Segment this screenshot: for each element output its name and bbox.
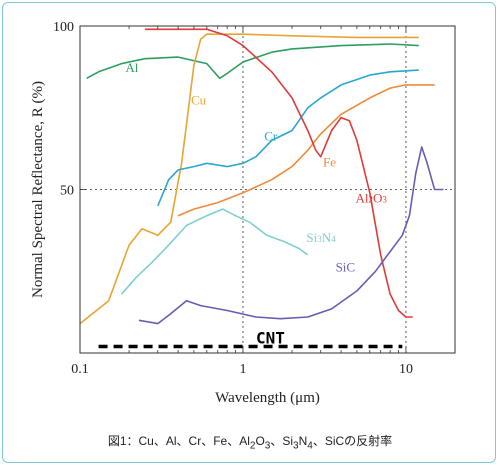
caption-sub: 3 [264,440,271,452]
series-lines [79,28,444,325]
caption-sub: 4 [307,440,313,452]
caption-text: 、SiCの反射率 [312,434,393,448]
series-label-sic: SiC [336,259,356,274]
x-tick-label: 1 [239,362,246,377]
series-line-sic [138,146,444,325]
tick-labels: 0.1 1 10 50 100 [53,20,456,377]
series-line-al [86,43,419,80]
caption-prefix: 図1：Cu、Al、Cr、Fe、Al [107,434,250,448]
x-tick-label: 0.1 [71,362,89,377]
cnt-label: CNT [256,328,285,347]
caption-sub: 3 [293,440,299,452]
series-line-al2o3 [144,28,413,318]
y-tick-label: 100 [53,20,74,35]
figure-frame [2,2,496,463]
series-line-fe [177,84,435,217]
caption-text: 、Si [270,434,294,448]
caption-text: N [298,434,308,448]
y-tick-label: 50 [60,184,74,199]
y-axis-title: Normal Spectral Reflectance, R (%) [30,81,46,298]
series-label-si3n4: Si3N4 [306,230,336,245]
x-axis-title: Wavelength (μm) [215,390,320,406]
series-label-fe: Fe [323,155,336,170]
grid-lines [80,26,455,353]
caption-text: O [255,434,265,448]
series-line-cr [157,69,419,207]
x-tick-label: 10 [399,362,413,377]
figure-caption: 図1：Cu、Al、Cr、Fe、Al2O3、Si3N4、SiCの反射率 [0,432,500,451]
annotations: CNT [98,328,403,349]
series-line-si3n4 [120,208,309,295]
series-label-cu: Cu [191,92,207,107]
series-label-al2o3: Al2O3 [355,191,387,206]
series-line-cu [79,33,419,325]
series-label-al: Al [125,60,138,75]
series-label-cr: Cr [264,128,278,143]
caption-sub: 2 [249,440,256,452]
